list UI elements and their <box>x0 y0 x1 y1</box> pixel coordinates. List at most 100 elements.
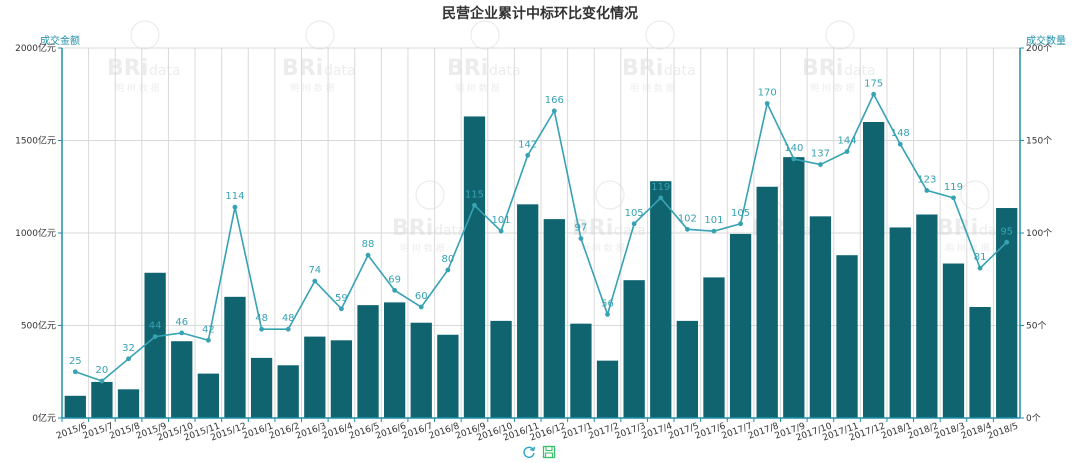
toolbox <box>522 445 556 459</box>
line-point <box>897 141 903 147</box>
line-point <box>738 221 743 227</box>
line-data-label: 144 <box>837 136 856 147</box>
bar <box>703 277 725 418</box>
watermark-brand-suffix: data <box>844 63 876 79</box>
watermark-brand: BRi <box>392 216 433 241</box>
watermark-brand-suffix: data <box>434 223 466 239</box>
line-data-label: 115 <box>465 189 484 200</box>
line-data-label: 137 <box>811 149 830 160</box>
watermark-sub: 明 树 数 据 <box>580 242 625 254</box>
watermark-brand: BRi <box>937 216 978 241</box>
watermark-leaf-icon <box>305 20 335 50</box>
save-icon[interactable] <box>542 445 556 459</box>
line-point <box>259 326 264 332</box>
left-axis-name: 成交金额 <box>40 36 80 47</box>
data-labels: 25 20 32 44 46 42 114 48 48 74 59 88 69 60 80 115 101 142… <box>69 78 1013 376</box>
bar <box>809 216 832 418</box>
line-point <box>418 304 424 310</box>
line-data-label: 142 <box>518 139 537 150</box>
x-tick-label: 2018/5 <box>987 421 1020 441</box>
line-data-label: 175 <box>864 78 883 89</box>
watermark-brand-suffix: data <box>324 63 356 79</box>
line-point <box>924 188 930 193</box>
left-tick-label: 1000亿元 <box>15 227 56 239</box>
line-data-label: 119 <box>944 182 963 193</box>
line-point <box>711 228 717 234</box>
watermark-sub: 明 树 数 据 <box>455 82 500 94</box>
line-point <box>365 252 371 258</box>
bar <box>889 227 911 418</box>
bar <box>410 322 432 418</box>
bar <box>144 272 166 418</box>
bar <box>836 255 858 418</box>
watermark-leaf-icon <box>415 180 445 210</box>
line-point <box>152 334 158 339</box>
line-data-label: 48 <box>282 313 295 324</box>
watermark-sub: 明 树 数 据 <box>810 82 855 94</box>
line-point <box>818 162 823 167</box>
line-data-label: 88 <box>362 239 375 250</box>
bar <box>197 373 220 418</box>
line-point <box>764 101 770 106</box>
series-line <box>75 92 1008 382</box>
bar <box>596 360 619 418</box>
line-data-label: 123 <box>917 174 936 185</box>
watermark-sub: 明 树 数 据 <box>115 82 160 94</box>
bar <box>224 296 246 418</box>
line-data-label: 25 <box>69 356 82 367</box>
bar-series <box>64 116 1018 418</box>
left-tick-label: 500亿元 <box>21 320 56 332</box>
line-data-label: 102 <box>678 213 697 224</box>
right-axis-name: 成交数量 <box>1026 36 1066 47</box>
line-series <box>72 91 1010 384</box>
line-point <box>312 278 318 284</box>
bar <box>942 263 965 418</box>
line-data-label: 56 <box>601 298 614 309</box>
right-tick-label: 200个 <box>1026 43 1052 54</box>
line-data-label: 60 <box>415 291 428 302</box>
refresh-icon[interactable] <box>522 445 536 459</box>
bar <box>623 280 645 418</box>
line-data-label: 44 <box>149 321 162 332</box>
line-data-label: 105 <box>625 208 644 219</box>
right-tick-label: 150个 <box>1026 136 1052 147</box>
line-data-label: 74 <box>308 265 321 276</box>
line-data-label: 48 <box>255 313 268 324</box>
line-point <box>684 226 690 232</box>
line-point <box>844 149 850 155</box>
watermark-brand: BRi <box>622 56 663 81</box>
line-data-label: 46 <box>175 317 188 328</box>
line-point <box>72 369 78 375</box>
bar <box>650 181 672 418</box>
watermark-brand-suffix: data <box>149 63 181 79</box>
right-tick-label: 0个 <box>1026 413 1041 424</box>
bar <box>277 365 299 418</box>
line-point <box>1004 239 1010 245</box>
line-point <box>871 91 877 97</box>
chart-title: 民营企业累计中标环比变化情况 <box>442 6 638 22</box>
left-tick-label: 1500亿元 <box>15 135 56 147</box>
line-point <box>498 228 504 234</box>
bar <box>996 208 1018 418</box>
bar <box>330 340 353 418</box>
left-tick-label: 0亿元 <box>32 412 56 424</box>
watermark-sub: 明 树 数 据 <box>400 242 445 254</box>
watermark-brand: BRi <box>802 56 843 81</box>
line-data-label: 148 <box>891 128 910 139</box>
watermark-leaf-icon <box>960 180 990 210</box>
line-data-label: 170 <box>758 88 777 99</box>
line-data-label: 105 <box>731 208 750 219</box>
line-point <box>126 356 131 362</box>
line-data-label: 20 <box>96 365 109 376</box>
line-point <box>631 221 637 227</box>
line-data-label: 81 <box>974 252 987 263</box>
watermark-leaf-icon <box>130 20 160 50</box>
line-point <box>472 202 477 208</box>
bar <box>756 186 778 418</box>
watermark-brand-suffix: data <box>614 223 646 239</box>
line-point <box>339 306 344 312</box>
